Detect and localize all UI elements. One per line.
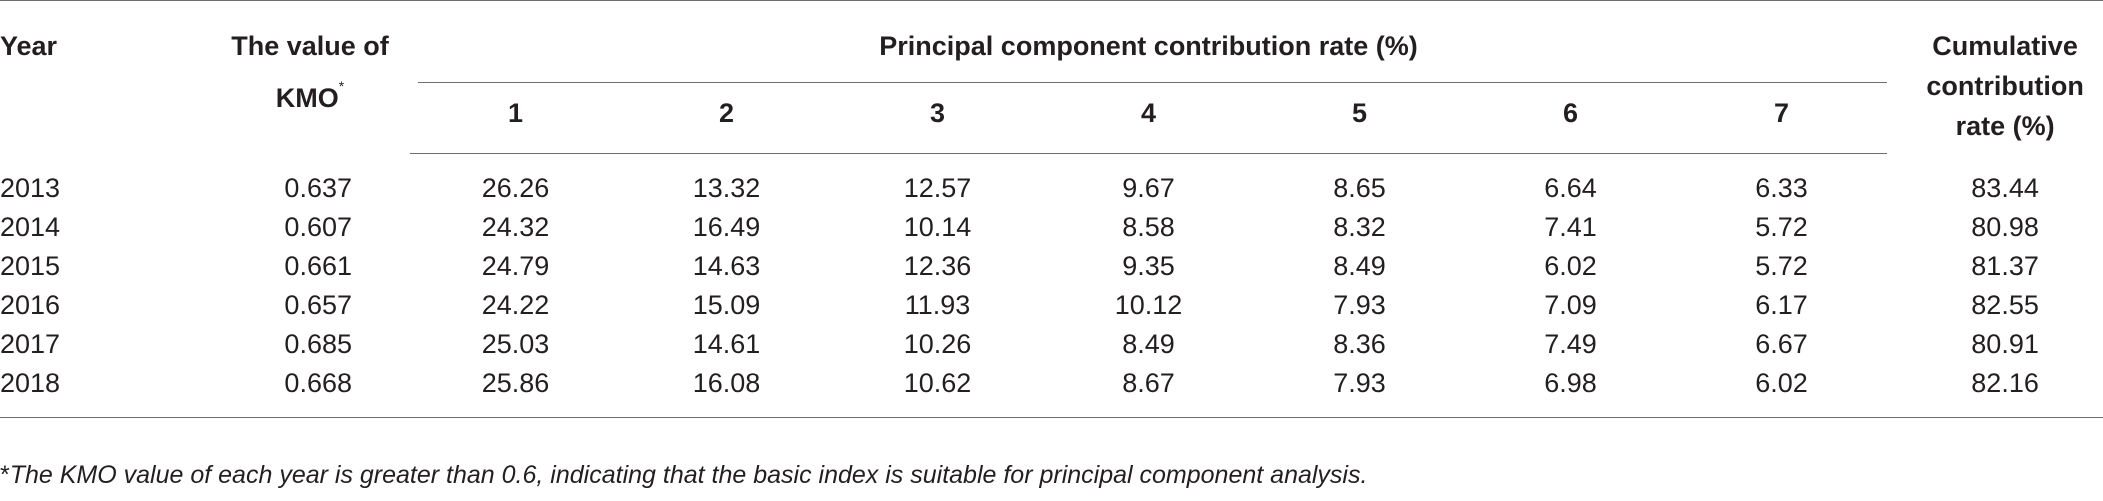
pc-cell: 25.86 — [410, 364, 621, 418]
pc-cell: 8.67 — [1043, 364, 1254, 418]
kmo-header: The value of KMO* — [110, 1, 410, 154]
pc-cell: 8.32 — [1333, 212, 1386, 242]
component-header-2: 2 — [621, 83, 832, 154]
pc-cell: 13.32 — [692, 173, 761, 203]
principal-component-group-header: Principal component contribution rate (%… — [879, 31, 1418, 61]
principal-component-table: Year The value of KMO* Principal compone… — [0, 1, 2103, 418]
component-header-1: 1 — [410, 83, 621, 154]
table-row: 2018 0.668 25.86 16.08 10.62 8.67 7.93 6… — [0, 364, 2103, 418]
pc-cell: 6.98 — [1465, 364, 1676, 418]
cumulative-header-line2: contribution — [1926, 71, 2084, 101]
pc-cell: 8.49 — [1122, 329, 1175, 359]
pc-cell: 15.09 — [692, 290, 761, 320]
pc-cell: 14.63 — [692, 251, 761, 281]
pc-cell: 12.57 — [903, 173, 972, 203]
pc-cell: 24.22 — [481, 290, 550, 320]
pc-cell: 7.93 — [1333, 290, 1386, 320]
component-header-3: 3 — [832, 83, 1043, 154]
table-row: 2016 0.657 24.22 15.09 11.93 10.12 7.93 … — [0, 286, 2103, 325]
table-row: 2015 0.661 24.79 14.63 12.36 9.35 8.49 6… — [0, 247, 2103, 286]
pc-cell: 26.26 — [481, 173, 550, 203]
pc-cell: 16.08 — [621, 364, 832, 418]
pc-cell: 5.72 — [1755, 212, 1808, 242]
year-cell: 2015 — [0, 251, 61, 281]
kmo-footnote-mark: * — [338, 78, 345, 94]
component-header-7: 7 — [1676, 83, 1888, 154]
pc-cell: 12.36 — [903, 251, 972, 281]
year-header: Year — [0, 31, 58, 61]
table-row: 2013 0.637 26.26 13.32 12.57 9.67 8.65 6… — [0, 154, 2103, 209]
pc-cell: 11.93 — [904, 290, 971, 320]
pc-cell: 24.79 — [481, 251, 550, 281]
kmo-cell: 0.637 — [284, 172, 352, 203]
pc-cell: 6.02 — [1676, 364, 1888, 418]
year-cell: 2014 — [0, 212, 61, 242]
kmo-cell: 0.607 — [284, 212, 352, 242]
pc-cell: 7.49 — [1544, 329, 1597, 359]
kmo-cell: 0.685 — [284, 329, 352, 359]
group-header-rule — [418, 82, 1888, 83]
kmo-cell: 0.657 — [284, 290, 352, 320]
year-cell: 2016 — [0, 290, 61, 320]
component-header-5: 5 — [1254, 83, 1465, 154]
component-header-6: 6 — [1465, 83, 1676, 154]
table-row: 2017 0.685 25.03 14.61 10.26 8.49 8.36 7… — [0, 325, 2103, 364]
pc-cell: 8.36 — [1333, 329, 1386, 359]
cumulative-cell: 81.37 — [1971, 251, 2039, 281]
pc-cell: 7.93 — [1254, 364, 1465, 418]
pc-cell: 6.64 — [1544, 173, 1597, 203]
kmo-cell: 0.661 — [284, 251, 352, 281]
kmo-header-line2: KMO — [275, 83, 339, 113]
pc-cell: 6.02 — [1544, 251, 1597, 281]
pc-cell: 5.72 — [1755, 251, 1808, 281]
pc-cell: 8.58 — [1122, 212, 1175, 242]
pc-cell: 10.12 — [1114, 290, 1183, 320]
kmo-cell: 0.668 — [110, 364, 410, 418]
pc-cell: 10.14 — [903, 212, 972, 242]
table-row: 2014 0.607 24.32 16.49 10.14 8.58 8.32 7… — [0, 208, 2103, 247]
pc-cell: 8.65 — [1333, 173, 1386, 203]
footnote-text: The KMO value of each year is greater th… — [9, 461, 1368, 489]
component-header-4: 4 — [1043, 83, 1254, 154]
pc-cell: 6.17 — [1755, 290, 1808, 320]
table-top-rule — [0, 0, 2103, 1]
pc-cell: 14.61 — [692, 329, 761, 359]
pc-cell: 24.32 — [481, 212, 550, 242]
pc-cell: 9.35 — [1122, 251, 1175, 281]
pc-cell: 10.62 — [832, 364, 1043, 418]
pc-cell: 8.49 — [1333, 251, 1386, 281]
cumulative-cell: 83.44 — [1971, 172, 2039, 203]
cumulative-cell: 82.55 — [1971, 290, 2039, 320]
pc-cell: 7.09 — [1544, 290, 1597, 320]
year-cell: 2013 — [0, 172, 61, 203]
pc-cell: 16.49 — [692, 212, 761, 242]
pc-cell: 10.26 — [903, 329, 972, 359]
cumulative-header-line3: rate (%) — [1955, 111, 2055, 141]
table-footnote: *The KMO value of each year is greater t… — [0, 461, 1367, 490]
cumulative-cell: 80.98 — [1971, 212, 2039, 242]
cumulative-cell: 80.91 — [1971, 329, 2039, 359]
pc-cell: 9.67 — [1122, 173, 1175, 203]
year-cell: 2018 — [0, 364, 110, 418]
cumulative-header-line1: Cumulative — [1932, 31, 2078, 61]
cumulative-header: Cumulative contribution rate (%) — [1887, 1, 2103, 154]
pc-cell: 25.03 — [481, 329, 550, 359]
footnote-mark: * — [0, 461, 10, 489]
pc-cell: 6.33 — [1755, 173, 1808, 203]
pc-cell: 7.41 — [1544, 212, 1597, 242]
kmo-table-container: Year The value of KMO* Principal compone… — [0, 0, 2103, 418]
kmo-header-line1: The value of — [231, 31, 389, 61]
pc-cell: 6.67 — [1755, 329, 1808, 359]
year-cell: 2017 — [0, 329, 61, 359]
table-body: 2013 0.637 26.26 13.32 12.57 9.67 8.65 6… — [0, 154, 2103, 418]
cumulative-cell: 82.16 — [1887, 364, 2103, 418]
